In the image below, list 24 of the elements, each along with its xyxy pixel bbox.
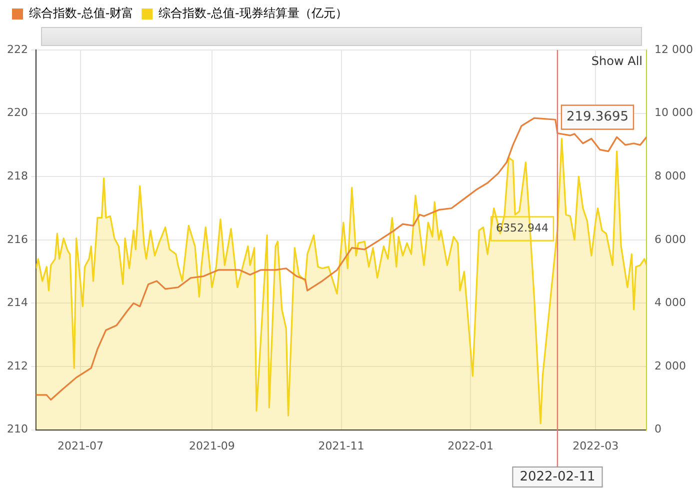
y-tick-label: 222: [6, 42, 28, 56]
y-tick-label: 212: [6, 359, 28, 372]
y-tick-label: 216: [6, 232, 28, 246]
y-tick-label: 214: [6, 296, 28, 310]
y2-tick-label: 0: [654, 422, 662, 436]
x-tick-label: 2021-09: [188, 439, 235, 452]
y-tick-label: 218: [6, 169, 28, 182]
y-tick-label: 210: [6, 422, 28, 436]
y2-tick-label: 4 000: [654, 296, 686, 310]
annotation: Show All: [591, 54, 643, 68]
y2-tick-label: 10 000: [654, 106, 694, 120]
legend-label: 综合指数-总值-财富: [29, 6, 134, 20]
y2-tick-label: 2 000: [654, 359, 686, 372]
ref-line-label: 2022-02-11: [520, 469, 596, 484]
y2-tick-label: 12 000: [654, 42, 694, 56]
data-label: 219.3695: [566, 110, 629, 125]
y2-tick-label: 8 000: [654, 169, 686, 182]
y-tick-label: 220: [6, 106, 28, 120]
y2-tick-label: 6 000: [654, 232, 686, 246]
x-tick-label: 2021-11: [318, 439, 364, 452]
x-tick-label: 2021-07: [58, 439, 104, 452]
x-tick-label: 2022-03: [572, 439, 619, 452]
legend-label: 综合指数-总值-现券结算量（亿元）: [158, 6, 348, 20]
x-tick-label: 2022-01: [448, 439, 494, 452]
